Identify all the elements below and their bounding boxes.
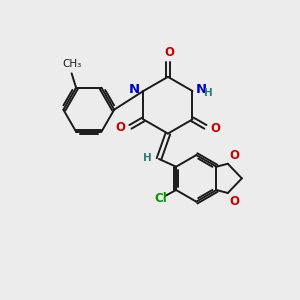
Text: H: H <box>204 88 213 98</box>
Text: O: O <box>164 46 174 59</box>
Text: CH₃: CH₃ <box>62 59 81 70</box>
Text: N: N <box>196 83 207 96</box>
Text: O: O <box>210 122 220 135</box>
Text: O: O <box>115 121 125 134</box>
Text: Cl: Cl <box>154 192 167 205</box>
Text: N: N <box>129 83 140 96</box>
Text: O: O <box>229 195 239 208</box>
Text: O: O <box>229 149 239 162</box>
Text: H: H <box>143 153 152 164</box>
